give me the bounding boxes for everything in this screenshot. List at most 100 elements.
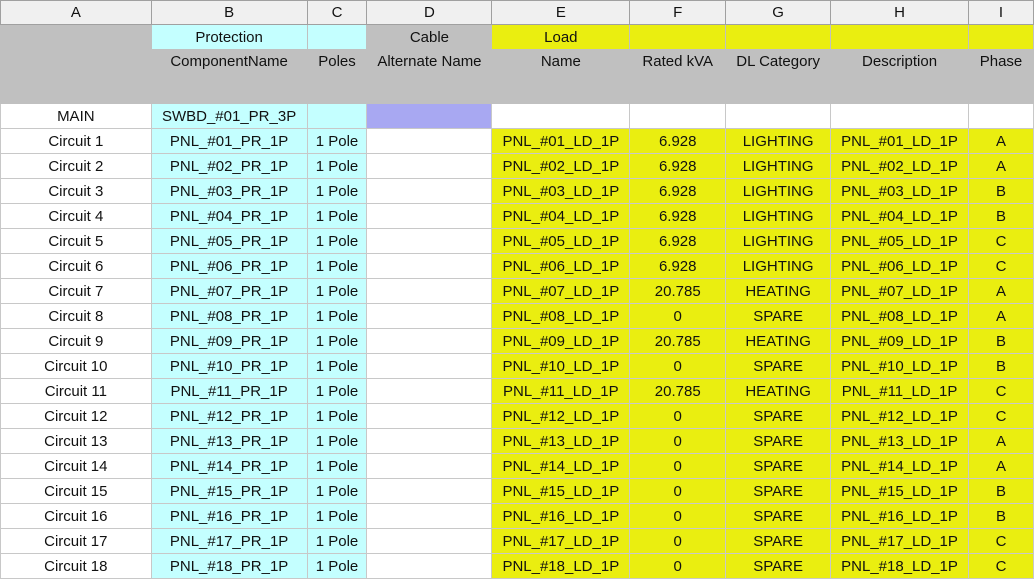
alternate-name-cell[interactable] (366, 253, 493, 279)
dl-category-cell[interactable]: LIGHTING (725, 128, 832, 154)
dl-category-cell[interactable]: SPARE (725, 428, 832, 454)
rated-kva-cell[interactable]: 6.928 (629, 128, 727, 154)
dl-category-cell[interactable]: HEATING (725, 328, 832, 354)
load-name-cell[interactable]: PNL_#15_LD_1P (491, 478, 631, 504)
dl-category-cell[interactable]: SPARE (725, 403, 832, 429)
protection-component-cell[interactable]: PNL_#16_PR_1P (150, 503, 308, 529)
rated-kva-cell[interactable]: 6.928 (629, 178, 727, 204)
description-cell[interactable]: PNL_#11_LD_1P (830, 378, 969, 404)
circuit-label-cell[interactable]: Circuit 15 (0, 478, 152, 504)
protection-component-cell[interactable]: PNL_#12_PR_1P (150, 403, 308, 429)
circuit-label-cell[interactable]: Circuit 10 (0, 353, 152, 379)
alternate-name-cell[interactable] (366, 228, 493, 254)
circuit-label-cell[interactable]: Circuit 5 (0, 228, 152, 254)
poles-cell[interactable]: 1 Pole (306, 253, 368, 279)
main-component-cell[interactable]: SWBD_#01_PR_3P (150, 103, 308, 129)
poles-cell[interactable]: 1 Pole (306, 178, 368, 204)
protection-component-cell[interactable]: PNL_#11_PR_1P (150, 378, 308, 404)
protection-component-cell[interactable]: PNL_#10_PR_1P (150, 353, 308, 379)
rated-kva-cell[interactable]: 0 (629, 528, 727, 554)
poles-cell[interactable]: 1 Pole (306, 228, 368, 254)
load-name-cell[interactable]: PNL_#11_LD_1P (491, 378, 631, 404)
poles-cell[interactable]: 1 Pole (306, 353, 368, 379)
protection-component-cell[interactable]: PNL_#17_PR_1P (150, 528, 308, 554)
rated-kva-cell[interactable]: 6.928 (629, 228, 727, 254)
dl-category-cell[interactable]: LIGHTING (725, 203, 832, 229)
alternate-name-cell[interactable] (366, 278, 493, 304)
phase-cell[interactable]: A (967, 153, 1034, 179)
poles-cell[interactable]: 1 Pole (306, 553, 368, 579)
column-header-d[interactable]: D (366, 0, 493, 25)
phase-cell[interactable]: B (967, 178, 1034, 204)
phase-cell[interactable]: C (967, 378, 1034, 404)
load-name-cell[interactable]: PNL_#13_LD_1P (491, 428, 631, 454)
dl-category-cell[interactable]: HEATING (725, 378, 832, 404)
rated-kva-cell[interactable]: 6.928 (629, 203, 727, 229)
dl-category-cell[interactable]: LIGHTING (725, 178, 832, 204)
description-cell[interactable]: PNL_#03_LD_1P (830, 178, 969, 204)
load-name-cell[interactable]: PNL_#14_LD_1P (491, 453, 631, 479)
rated-kva-cell[interactable]: 20.785 (629, 328, 727, 354)
protection-component-cell[interactable]: PNL_#05_PR_1P (150, 228, 308, 254)
alternate-name-cell[interactable] (366, 528, 493, 554)
dl-category-cell[interactable]: SPARE (725, 503, 832, 529)
description-cell[interactable]: PNL_#07_LD_1P (830, 278, 969, 304)
rated-kva-cell[interactable]: 0 (629, 353, 727, 379)
column-header-i[interactable]: I (967, 0, 1034, 25)
rated-kva-cell[interactable]: 0 (629, 428, 727, 454)
load-name-cell[interactable]: PNL_#18_LD_1P (491, 553, 631, 579)
main-load-cell[interactable] (967, 103, 1034, 129)
load-name-cell[interactable]: PNL_#09_LD_1P (491, 328, 631, 354)
main-load-cell[interactable] (725, 103, 832, 129)
protection-component-cell[interactable]: PNL_#02_PR_1P (150, 153, 308, 179)
alternate-name-cell[interactable] (366, 178, 493, 204)
protection-component-cell[interactable]: PNL_#07_PR_1P (150, 278, 308, 304)
dl-category-cell[interactable]: SPARE (725, 453, 832, 479)
poles-cell[interactable]: 1 Pole (306, 278, 368, 304)
load-name-cell[interactable]: PNL_#16_LD_1P (491, 503, 631, 529)
description-cell[interactable]: PNL_#02_LD_1P (830, 153, 969, 179)
circuit-label-cell[interactable]: Circuit 17 (0, 528, 152, 554)
description-cell[interactable]: PNL_#12_LD_1P (830, 403, 969, 429)
alternate-name-cell[interactable] (366, 553, 493, 579)
circuit-label-cell[interactable]: Circuit 1 (0, 128, 152, 154)
protection-component-cell[interactable]: PNL_#13_PR_1P (150, 428, 308, 454)
description-cell[interactable]: PNL_#04_LD_1P (830, 203, 969, 229)
dl-category-cell[interactable]: SPARE (725, 553, 832, 579)
dl-category-cell[interactable]: SPARE (725, 528, 832, 554)
dl-category-cell[interactable]: LIGHTING (725, 153, 832, 179)
phase-cell[interactable]: C (967, 253, 1034, 279)
protection-component-cell[interactable]: PNL_#01_PR_1P (150, 128, 308, 154)
column-header-h[interactable]: H (830, 0, 969, 25)
phase-cell[interactable]: C (967, 403, 1034, 429)
phase-cell[interactable]: B (967, 203, 1034, 229)
description-cell[interactable]: PNL_#16_LD_1P (830, 503, 969, 529)
main-cable-cell[interactable] (366, 103, 493, 129)
poles-cell[interactable]: 1 Pole (306, 428, 368, 454)
dl-category-cell[interactable]: SPARE (725, 353, 832, 379)
circuit-label-cell[interactable]: Circuit 12 (0, 403, 152, 429)
phase-cell[interactable]: A (967, 278, 1034, 304)
alternate-name-cell[interactable] (366, 428, 493, 454)
phase-cell[interactable]: A (967, 428, 1034, 454)
circuit-label-cell[interactable]: Circuit 9 (0, 328, 152, 354)
load-name-cell[interactable]: PNL_#12_LD_1P (491, 403, 631, 429)
circuit-label-cell[interactable]: Circuit 8 (0, 303, 152, 329)
load-name-cell[interactable]: PNL_#07_LD_1P (491, 278, 631, 304)
poles-cell[interactable]: 1 Pole (306, 478, 368, 504)
dl-category-cell[interactable]: LIGHTING (725, 228, 832, 254)
main-load-cell[interactable] (491, 103, 631, 129)
description-cell[interactable]: PNL_#15_LD_1P (830, 478, 969, 504)
phase-cell[interactable]: C (967, 528, 1034, 554)
protection-component-cell[interactable]: PNL_#14_PR_1P (150, 453, 308, 479)
protection-component-cell[interactable]: PNL_#15_PR_1P (150, 478, 308, 504)
protection-component-cell[interactable]: PNL_#09_PR_1P (150, 328, 308, 354)
circuit-label-cell[interactable]: Circuit 18 (0, 553, 152, 579)
poles-cell[interactable]: 1 Pole (306, 328, 368, 354)
alternate-name-cell[interactable] (366, 328, 493, 354)
description-cell[interactable]: PNL_#06_LD_1P (830, 253, 969, 279)
phase-cell[interactable]: A (967, 128, 1034, 154)
protection-component-cell[interactable]: PNL_#03_PR_1P (150, 178, 308, 204)
circuit-label-cell[interactable]: Circuit 7 (0, 278, 152, 304)
circuit-label-cell[interactable]: Circuit 11 (0, 378, 152, 404)
